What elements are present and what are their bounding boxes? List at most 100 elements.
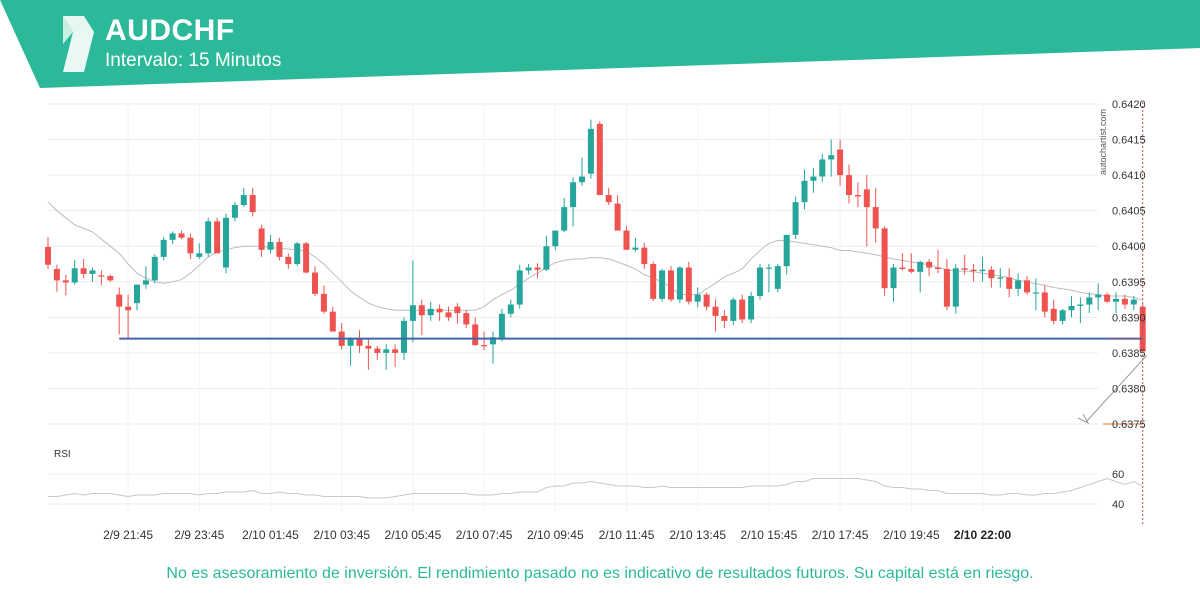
candle-body-down xyxy=(605,195,612,203)
candle-body-down xyxy=(872,207,879,229)
symbol-title: AUDCHF xyxy=(105,14,235,47)
candle-body-down xyxy=(846,175,852,196)
candle-body-down xyxy=(1139,306,1146,352)
candle-body-down xyxy=(863,189,870,208)
candle-body-down xyxy=(854,195,861,197)
candle-body-up xyxy=(917,261,924,272)
candle-body-down xyxy=(436,308,443,313)
candle-body-up xyxy=(240,195,247,205)
candle-body-down xyxy=(62,280,69,283)
rsi-panel: RSI 60 40 xyxy=(48,449,1143,511)
candle xyxy=(53,264,60,292)
candle xyxy=(1130,296,1137,311)
candle xyxy=(134,284,140,311)
candle xyxy=(303,241,310,274)
candle-body-down xyxy=(356,338,363,346)
header-banner xyxy=(0,0,1200,88)
candle-body-down xyxy=(312,272,318,294)
candle-body-down xyxy=(908,268,915,272)
candle-body-down xyxy=(53,268,60,281)
forecast-arrow-line xyxy=(1085,355,1148,423)
candle xyxy=(837,139,844,186)
candle-body-down xyxy=(926,261,933,268)
candle-body-down xyxy=(641,247,648,264)
candle-body-down xyxy=(45,246,51,265)
candle-body-down xyxy=(685,267,692,302)
candle-body-up xyxy=(427,308,434,316)
candle xyxy=(970,264,977,282)
candle-body-down xyxy=(463,313,470,325)
candle-body-up xyxy=(196,253,203,257)
candle-body-down xyxy=(1050,308,1057,321)
candle-body-down xyxy=(596,123,603,196)
candle-body-down xyxy=(214,221,221,254)
grid xyxy=(48,103,1098,512)
candle-body-down xyxy=(1024,280,1030,293)
time-tick-label: 2/10 01:45 xyxy=(242,528,299,542)
candle xyxy=(765,264,772,293)
candle xyxy=(685,261,692,305)
candle xyxy=(445,306,452,321)
candle xyxy=(1095,283,1102,311)
candle xyxy=(1024,276,1030,295)
candle xyxy=(142,266,149,289)
candle-body-up xyxy=(134,284,140,304)
candle xyxy=(552,230,559,250)
candle xyxy=(392,344,399,368)
candle xyxy=(1113,292,1119,314)
candle-body-up xyxy=(347,338,354,346)
candle xyxy=(961,254,968,275)
candle-body-up xyxy=(730,299,737,321)
candle xyxy=(899,253,906,271)
candle xyxy=(668,266,674,302)
candle xyxy=(481,331,488,351)
candle xyxy=(507,299,514,318)
candle xyxy=(935,249,941,274)
candle xyxy=(863,175,870,247)
candle xyxy=(418,299,425,336)
watermark-text: autochartist.com xyxy=(1098,109,1108,175)
price-tick-label: 0.6400 xyxy=(1112,241,1146,253)
candle xyxy=(267,234,274,254)
candle xyxy=(650,261,657,301)
candle xyxy=(1006,268,1013,298)
risk-disclaimer: No es asesoramiento de inversión. El ren… xyxy=(166,565,1034,582)
candle-body-up xyxy=(694,294,701,302)
candle-body-down xyxy=(1041,292,1048,312)
candle-body-down xyxy=(881,228,888,289)
candle xyxy=(525,264,532,275)
candle-body-up xyxy=(890,267,897,289)
candle-body-up xyxy=(1086,297,1093,305)
candle-body-up xyxy=(160,239,167,257)
candle xyxy=(1059,308,1066,325)
candle xyxy=(872,187,879,243)
candle xyxy=(890,264,897,302)
candle xyxy=(543,235,550,272)
candle-body-up xyxy=(997,277,1004,279)
candle xyxy=(240,187,247,208)
candle-body-up xyxy=(294,243,301,264)
candle xyxy=(329,306,336,332)
candle-body-down xyxy=(943,268,950,307)
candle-body-down xyxy=(1104,294,1111,302)
candle-body-up xyxy=(490,337,496,345)
time-tick-label: 2/9 21:45 xyxy=(103,528,153,542)
candle-body-down xyxy=(303,243,310,273)
candle xyxy=(436,304,443,321)
candle xyxy=(45,236,51,269)
price-axis: 0.6420 0.6415 0.6410 0.6405 0.6400 0.6395 0.63… xyxy=(1112,99,1146,431)
candle-body-down xyxy=(374,348,381,353)
candle xyxy=(463,310,470,328)
candle xyxy=(338,323,345,350)
candle xyxy=(721,310,728,328)
candle xyxy=(774,264,781,293)
candle-body-up xyxy=(1130,299,1137,305)
candle xyxy=(623,226,630,250)
candle xyxy=(694,287,701,308)
candle-body-up xyxy=(231,204,238,218)
candle xyxy=(151,254,158,284)
candle-body-up xyxy=(579,176,585,183)
candle xyxy=(498,308,505,342)
candle-body-down xyxy=(392,349,399,353)
candle xyxy=(757,264,763,300)
